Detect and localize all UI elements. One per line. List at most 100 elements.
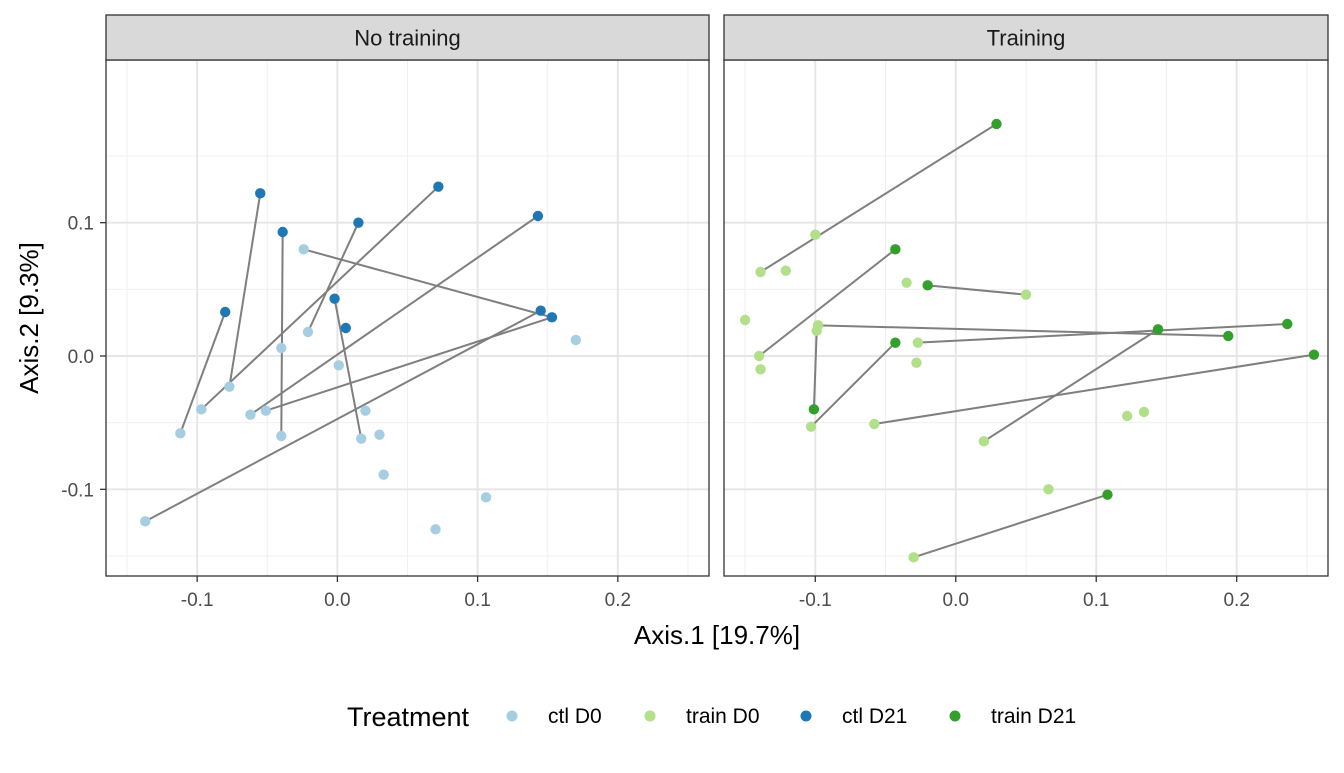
data-point: [755, 266, 766, 278]
data-point: [480, 492, 492, 503]
data-point: [890, 244, 901, 255]
data-point: [353, 217, 364, 228]
series-ctl-d0: [140, 244, 581, 535]
facet-panel-2: Training -0.1 0.0 0.1 0.2: [723, 14, 1329, 611]
x-tick-label: 0.0: [943, 590, 969, 611]
y-axis-title: Axis.2 [9.3%]: [14, 242, 44, 394]
data-point: [196, 404, 207, 415]
data-point: [1308, 349, 1320, 360]
facet-title: No training: [354, 26, 460, 51]
paired-segment: [333, 298, 363, 439]
data-point: [922, 280, 933, 291]
legend-entry: ctl D0: [506, 705, 602, 728]
data-point: [356, 433, 367, 444]
data-point: [298, 244, 309, 255]
data-point: [255, 188, 266, 199]
data-point: [739, 314, 751, 326]
legend: Treatment ctl D0 train D0 ctl D21 train D21: [347, 702, 1076, 732]
legend-label: ctl D21: [842, 705, 907, 728]
data-point: [333, 360, 344, 371]
paired-segment: [179, 311, 227, 434]
paired-segment: [810, 341, 897, 428]
data-point: [978, 436, 990, 447]
data-point: [911, 357, 922, 368]
paired-segment: [812, 330, 818, 410]
legend-swatch: [644, 710, 656, 722]
data-point: [378, 469, 389, 480]
legend-label: ctl D0: [548, 705, 602, 728]
data-point: [890, 337, 901, 348]
paired-segment: [307, 222, 360, 333]
data-point: [753, 350, 765, 362]
data-point: [360, 405, 371, 416]
data-point: [1138, 406, 1150, 418]
data-point: [570, 334, 581, 346]
data-point: [1020, 289, 1032, 300]
facet-panel-1: No training -0.1 0.0 0.1 0.2 -0.1 0.0 0.1: [61, 14, 710, 611]
paired-segment: [927, 284, 1027, 296]
y-tick-label: 0.0: [68, 347, 94, 368]
paired-segments: [144, 185, 553, 523]
legend-entry: train D21: [949, 705, 1076, 728]
x-tick-label: 0.1: [1083, 590, 1109, 611]
data-point: [1102, 489, 1113, 500]
legend-swatch: [800, 710, 812, 722]
data-point: [245, 409, 256, 420]
grid-lines: [106, 60, 709, 576]
data-point: [869, 418, 880, 430]
data-point: [1152, 324, 1164, 335]
data-point: [1282, 318, 1293, 330]
data-point: [808, 404, 820, 415]
legend-label: train D0: [686, 705, 760, 728]
data-point: [433, 181, 444, 192]
x-tick-label: 0.0: [324, 590, 350, 611]
paired-segment: [913, 493, 1108, 559]
facet-strip: [105, 14, 710, 61]
legend-label: train D21: [991, 705, 1076, 728]
paired-segment: [874, 353, 1315, 425]
paired-segment: [818, 324, 1229, 337]
paired-segment: [200, 185, 440, 411]
data-point: [991, 118, 1002, 130]
data-point: [276, 342, 287, 354]
data-point: [812, 320, 824, 331]
legend-swatch: [949, 710, 961, 722]
series-ctl-d21: [219, 181, 558, 334]
paired-segment: [917, 323, 1288, 344]
data-point: [901, 277, 912, 288]
legend-title: Treatment: [347, 702, 470, 732]
x-tick-label: 0.2: [1223, 590, 1249, 611]
data-point: [260, 405, 272, 416]
data-point: [374, 429, 385, 440]
data-point: [532, 210, 544, 222]
facet-strip: [723, 14, 1329, 61]
data-point: [1043, 484, 1054, 495]
paired-segment: [144, 309, 542, 523]
data-point: [755, 364, 766, 375]
data-point: [1121, 410, 1133, 422]
paired-segment: [228, 193, 262, 387]
series-train-d21: [808, 118, 1320, 500]
data-point: [175, 428, 186, 439]
paired-segments: [758, 123, 1315, 559]
paired-segment: [303, 248, 553, 319]
data-point: [276, 430, 287, 442]
data-point: [805, 421, 817, 432]
data-point: [430, 524, 441, 535]
x-tick-label: -0.1: [799, 590, 832, 611]
data-point: [340, 322, 351, 334]
paired-segment: [759, 123, 998, 273]
data-point: [277, 226, 288, 238]
legend-entry: ctl D21: [800, 705, 907, 728]
data-point: [908, 552, 919, 563]
x-tick-label: 0.2: [605, 590, 631, 611]
data-point: [546, 312, 558, 323]
data-point: [219, 306, 231, 318]
paired-segment: [249, 215, 539, 416]
data-point: [302, 326, 314, 338]
x-axis-title: Axis.1 [19.7%]: [634, 620, 800, 650]
data-point: [780, 265, 792, 276]
paired-segment: [983, 328, 1159, 443]
data-point: [535, 305, 546, 316]
data-point: [810, 229, 821, 240]
